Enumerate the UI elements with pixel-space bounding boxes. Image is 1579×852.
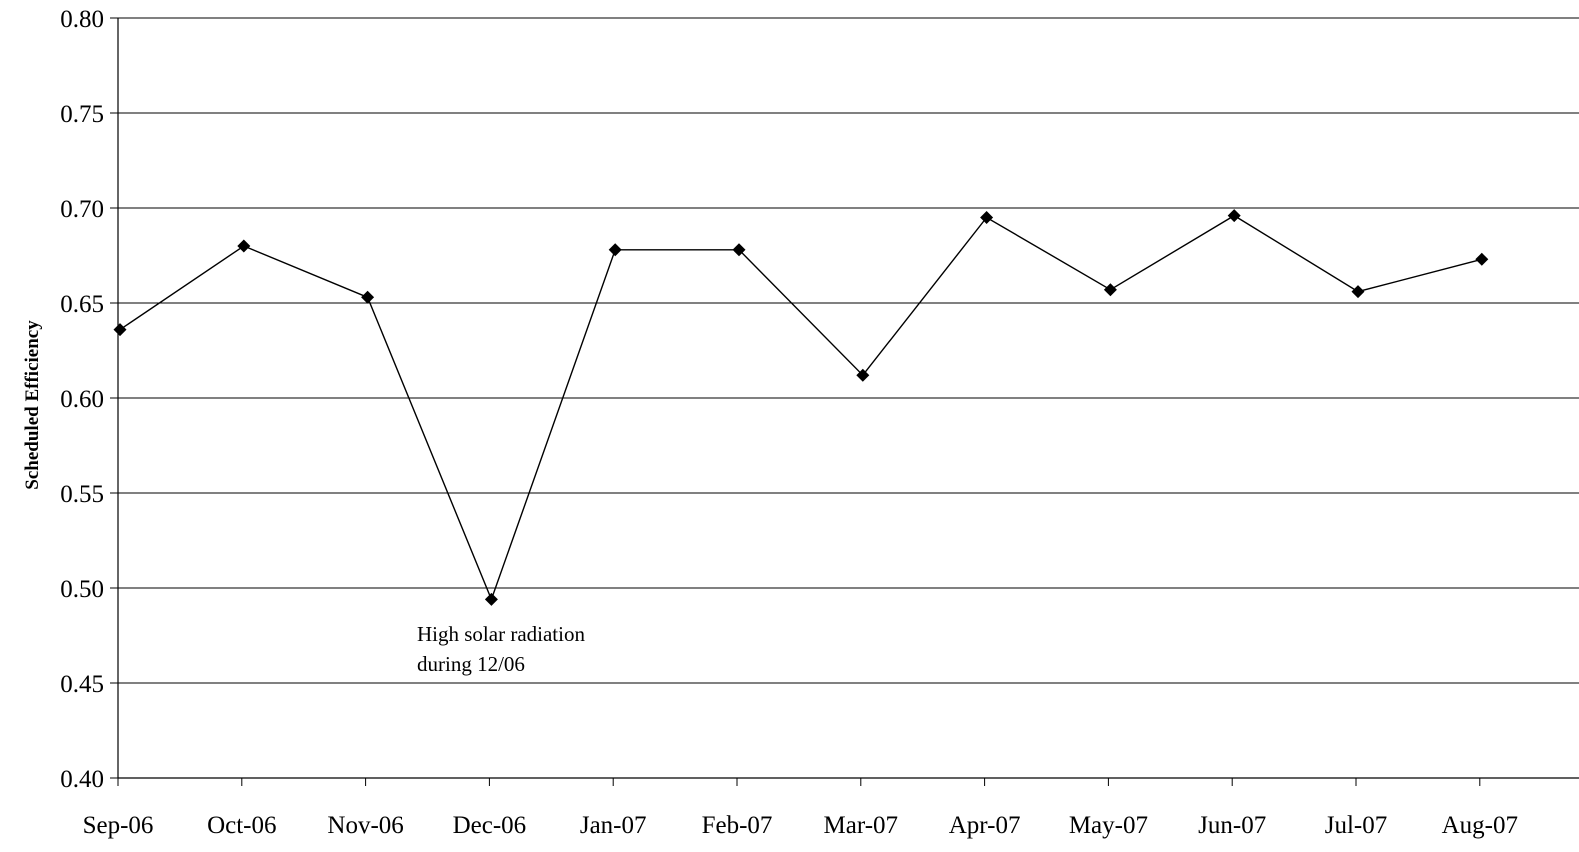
data-point-marker — [361, 290, 375, 304]
data-point-marker — [113, 323, 127, 337]
data-point-marker — [1475, 252, 1489, 266]
data-point-marker — [484, 592, 498, 606]
x-tick-label: Mar-07 — [824, 812, 898, 839]
y-tick-label: 0.55 — [60, 481, 104, 508]
y-tick-label: 0.70 — [60, 196, 104, 223]
series-line — [119, 214, 1482, 602]
x-tick-label: Aug-07 — [1442, 812, 1518, 839]
x-tick-label: Oct-06 — [207, 812, 276, 839]
x-tick-label: Dec-06 — [453, 812, 527, 839]
x-tick-label: Jan-07 — [580, 812, 647, 839]
y-tick-label: 0.65 — [60, 291, 104, 318]
y-tick-label: 0.50 — [60, 576, 104, 603]
y-tick-labels: 0.80 0.75 0.70 0.65 0.60 0.55 0.50 0.45 0.40 — [60, 6, 104, 793]
y-axis-label: Scheduled Efficiency — [22, 320, 43, 490]
data-point-marker — [856, 368, 870, 382]
data-point-marker — [1351, 285, 1365, 299]
annotation-line-1: High solar radiation — [417, 622, 585, 646]
x-tick-label: Jul-07 — [1325, 812, 1388, 839]
y-tick-label: 0.40 — [60, 766, 104, 793]
x-tick-label: Feb-07 — [702, 812, 773, 839]
data-point-marker — [237, 239, 251, 253]
data-point-marker — [732, 243, 746, 257]
series — [113, 209, 1489, 606]
y-tick-label: 0.60 — [60, 386, 104, 413]
x-tick-labels: Sep-06 Oct-06 Nov-06 Dec-06 Jan-07 Feb-07 Mar-… — [83, 812, 1518, 839]
x-tick-label: Apr-07 — [949, 812, 1021, 839]
x-tick-label: May-07 — [1069, 812, 1148, 839]
x-tick-label: Nov-06 — [327, 812, 403, 839]
x-tick-label: Jun-07 — [1198, 812, 1266, 839]
gridlines — [118, 17, 1579, 684]
annotation-line-2: during 12/06 — [417, 652, 525, 676]
data-point-marker — [1103, 283, 1117, 297]
y-tick-label: 0.45 — [60, 671, 104, 698]
data-point-marker — [980, 211, 994, 224]
y-tick-label: 0.80 — [60, 6, 104, 33]
data-point-marker — [1227, 209, 1241, 223]
data-point-marker — [608, 243, 622, 257]
y-tick-label: 0.75 — [60, 101, 104, 128]
x-tick-label: Sep-06 — [83, 812, 154, 839]
axes — [110, 17, 1579, 786]
